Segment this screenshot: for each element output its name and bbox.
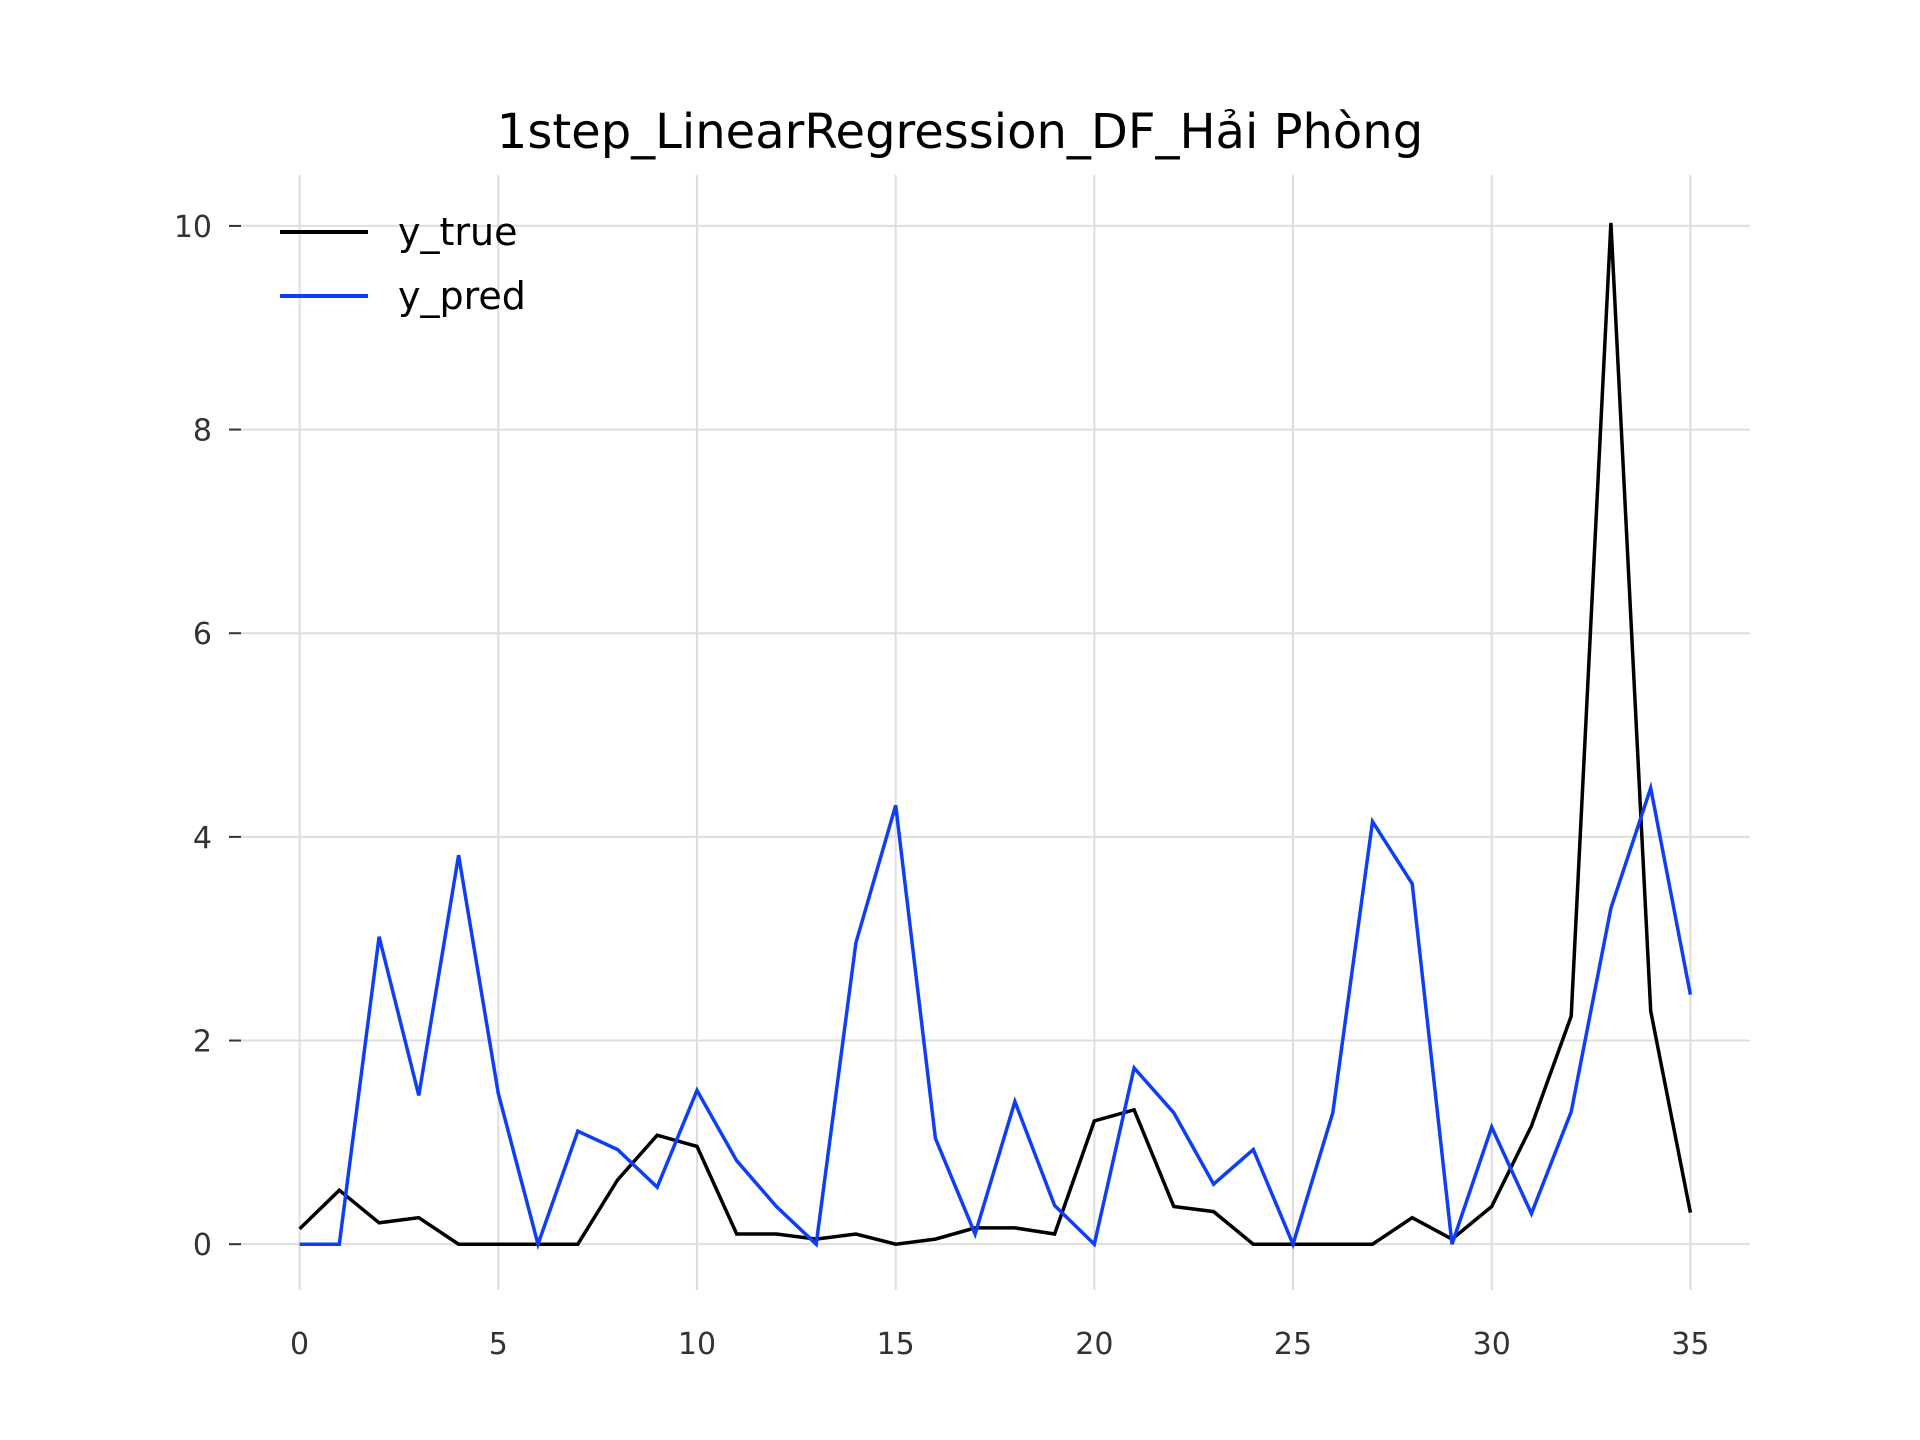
legend-label-y_pred: y_pred xyxy=(398,274,526,318)
x-tick-label-5: 5 xyxy=(489,1327,508,1362)
y-tick-label-10: 10 xyxy=(174,210,212,245)
x-tick-label-35: 35 xyxy=(1671,1327,1709,1362)
x-tick-label-30: 30 xyxy=(1473,1327,1511,1362)
legend: y_true y_pred xyxy=(280,210,526,318)
x-tick-label-15: 15 xyxy=(877,1327,915,1362)
y-tick-label-2: 2 xyxy=(193,1025,212,1060)
x-tick-label-10: 10 xyxy=(678,1327,716,1362)
series-line-y_true xyxy=(298,222,1693,1246)
y-tick-label-8: 8 xyxy=(193,414,212,449)
y-tick-label-6: 6 xyxy=(193,617,212,652)
grid xyxy=(240,175,1750,1290)
x-tick-label-25: 25 xyxy=(1274,1327,1312,1362)
chart-title: 1step_LinearRegression_DF_Hải Phòng xyxy=(497,104,1423,160)
x-tick-label-20: 20 xyxy=(1075,1327,1113,1362)
legend-label-y_true: y_true xyxy=(398,210,517,254)
x-tick-label-0: 0 xyxy=(290,1327,309,1362)
series-line-y_pred xyxy=(299,781,1693,1251)
y-axis-ticks: 0 2 4 6 8 10 xyxy=(174,210,241,1263)
y-tick-label-0: 0 xyxy=(193,1228,212,1263)
y-tick-label-4: 4 xyxy=(193,821,212,856)
series-lines xyxy=(298,222,1693,1251)
x-axis-ticks: 0 5 10 15 20 25 30 35 xyxy=(290,1327,1709,1362)
